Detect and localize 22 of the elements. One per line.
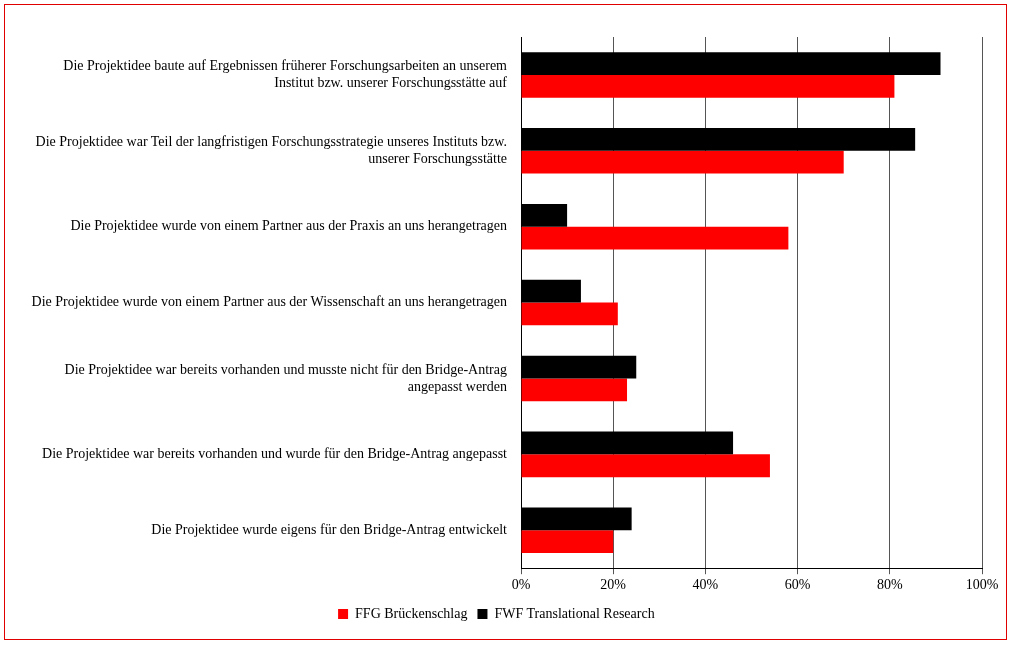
x-tick-label: 80% (876, 577, 903, 593)
bar (521, 302, 618, 326)
x-tick-label: 100% (965, 577, 999, 593)
y-tick-label: Die Projektidee wurde eigens für den Bridge-Antrag entwickelt (151, 521, 508, 537)
y-tick-label: Die Projektidee wurde von einem Partner aus der Praxis an uns herangetragen (70, 218, 507, 234)
y-tick-label: Die Projektidee wurde von einem Partner aus der Wissenschaft an uns herangetragen (31, 294, 507, 310)
y-tick-label: Die Projektidee baute auf Ergebnissen früherer Forschungsarbeiten an unserem Institut bzw. unserer Forschungsstätte auf (63, 58, 508, 91)
y-tick-label: Die Projektidee war Teil der langfristigen Forschungsstrategie unseres Instituts bzw. unserer Forschungsstätte (35, 134, 507, 166)
legend-label: FWF Translational Research (494, 605, 655, 621)
x-tick-label: 20% (600, 577, 627, 593)
x-tick-label: 0% (511, 577, 531, 593)
bar (521, 454, 770, 478)
x-tick-label: 60% (784, 577, 811, 593)
bar (521, 378, 628, 402)
y-tick-label: Die Projektidee war bereits vorhanden und musste nicht für den Bridge-Antrag angepasst werden (64, 361, 507, 394)
bar (521, 226, 789, 250)
legend-label: FFG Brückenschlag (355, 605, 468, 621)
bar (521, 530, 614, 554)
bar (521, 150, 844, 174)
x-tick-label: 40% (692, 577, 719, 593)
y-tick-label: Die Projektidee war bereits vorhanden und wurde für den Bridge-Antrag angepasst (42, 446, 508, 462)
bar (521, 74, 895, 98)
